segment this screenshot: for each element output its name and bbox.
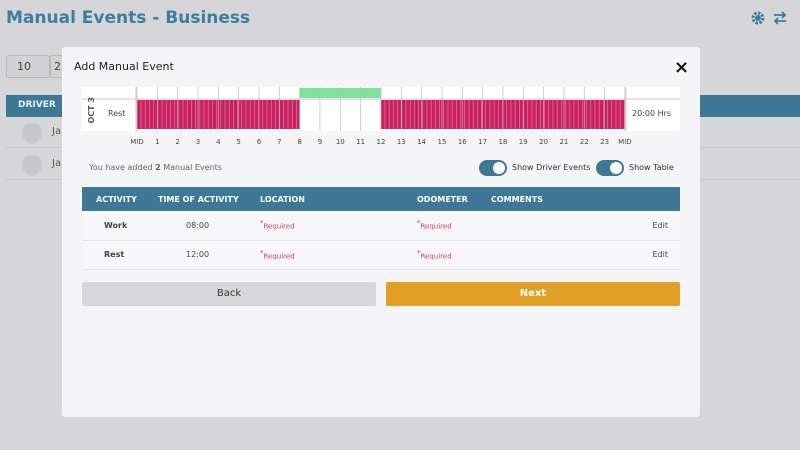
hour-label: 5 — [236, 138, 240, 146]
avatar — [22, 155, 42, 175]
driver-name: Ja — [52, 126, 62, 137]
summary-prefix: You have added — [89, 163, 153, 172]
table-row: Rest 12:00 *Required *Required Edit — [82, 240, 680, 270]
close-button[interactable]: × — [674, 57, 690, 78]
driver-name: Ja — [52, 158, 62, 169]
hour-label: 7 — [277, 138, 281, 146]
hour-label: 14 — [417, 138, 426, 146]
hour-label: 17 — [478, 138, 487, 146]
date-label: OCT 3 — [87, 97, 96, 123]
edit-cell[interactable]: Edit — [641, 240, 680, 270]
events-table: ACTIVITY TIME OF ACTIVITY LOCATION ODOMETER… — [82, 187, 680, 270]
modal-title: Add Manual Event — [74, 60, 174, 73]
time-cell: 08:00 — [158, 211, 260, 241]
hour-label: 6 — [257, 138, 262, 146]
hour-label: 1 — [155, 138, 159, 146]
hour-label: 8 — [297, 138, 301, 146]
required-mark: * — [417, 248, 421, 257]
comments-cell — [491, 211, 641, 241]
table-body: Work 08:00 *Required *Required Edit Rest 12:00… — [82, 211, 680, 270]
hour-label: 15 — [437, 138, 446, 146]
required-text: Required — [420, 223, 452, 232]
hour-label: 19 — [519, 138, 528, 146]
swap-icon[interactable] — [772, 10, 788, 26]
log-chart: OCT 3 Rest 20:00 Hrs MID 1 2 3 4 5 6 7 8 9 10 11 12 1… — [82, 87, 680, 146]
required-text: Required — [263, 252, 295, 261]
total-hours: 20:00 Hrs — [632, 109, 671, 118]
hour-label: 21 — [559, 138, 568, 146]
column-header: LOCATION — [260, 187, 417, 211]
column-header: ACTIVITY — [82, 187, 158, 211]
required-mark: * — [260, 248, 264, 257]
table-header: ACTIVITY TIME OF ACTIVITY LOCATION ODOMETER… — [82, 187, 680, 211]
page-size-select[interactable]: 10 — [6, 55, 50, 78]
hour-label: 16 — [458, 138, 467, 146]
odometer-cell: *Required — [417, 240, 491, 270]
hour-label: 18 — [498, 138, 507, 146]
hour-label: 20 — [539, 138, 548, 146]
comments-cell — [491, 240, 641, 270]
edit-cell[interactable]: Edit — [641, 211, 680, 241]
hour-label: 10 — [336, 138, 345, 146]
column-header: DRIVER — [18, 100, 56, 110]
summary-count: 2 — [155, 163, 161, 172]
summary-suffix: Manual Events — [163, 163, 222, 172]
modal: Add Manual Event × OCT 3 Rest 20:00 Hrs … — [62, 47, 700, 417]
hour-label: MID — [618, 138, 632, 146]
activity-cell: Work — [82, 211, 158, 241]
required-text: Required — [263, 223, 295, 232]
hour-label: 9 — [318, 138, 322, 146]
hour-label: 2 — [175, 138, 179, 146]
activity-cell: Rest — [82, 240, 158, 270]
location-cell: *Required — [260, 240, 417, 270]
activity: Work — [104, 220, 128, 230]
hour-label: 22 — [580, 138, 589, 146]
next-button[interactable]: Next — [386, 282, 680, 306]
page-size-next-text: 2 — [54, 60, 61, 73]
odometer-cell: *Required — [417, 211, 491, 241]
hour-grid: MID 1 2 3 4 5 6 7 8 9 10 11 12 13 14 15 16 17 18 19 20 21 22 23… — [130, 87, 632, 146]
hour-label: 11 — [356, 138, 365, 146]
summary: You have added 2 Manual Events — [89, 163, 222, 172]
toggle-label: Show Table — [629, 163, 674, 172]
activity: Rest — [104, 250, 125, 259]
row-label: Rest — [108, 109, 125, 118]
hour-label: 3 — [196, 138, 200, 146]
required-text: Required — [420, 252, 452, 261]
location-cell: *Required — [260, 211, 417, 241]
hour-label: 4 — [216, 138, 221, 146]
column-header: ODOMETER — [417, 187, 491, 211]
hour-label: MID — [130, 138, 144, 146]
hour-label: 12 — [376, 138, 385, 146]
settings-icon[interactable] — [750, 10, 766, 26]
required-mark: * — [260, 219, 264, 228]
column-header: TIME OF ACTIVITY — [158, 187, 260, 211]
column-header: COMMENTS — [491, 187, 641, 211]
time-cell: 12:00 — [158, 240, 260, 270]
column-spacer — [641, 187, 680, 211]
toggle-label: Show Driver Events — [512, 163, 591, 172]
back-button[interactable]: Back — [82, 282, 376, 306]
avatar — [22, 123, 42, 143]
table-row: Work 08:00 *Required *Required Edit — [82, 211, 680, 241]
required-mark: * — [417, 219, 421, 228]
hour-label: 23 — [600, 138, 609, 146]
page-title: Manual Events - Business — [6, 8, 251, 28]
hour-label: 13 — [397, 138, 406, 146]
page-size: 10 — [17, 60, 31, 73]
